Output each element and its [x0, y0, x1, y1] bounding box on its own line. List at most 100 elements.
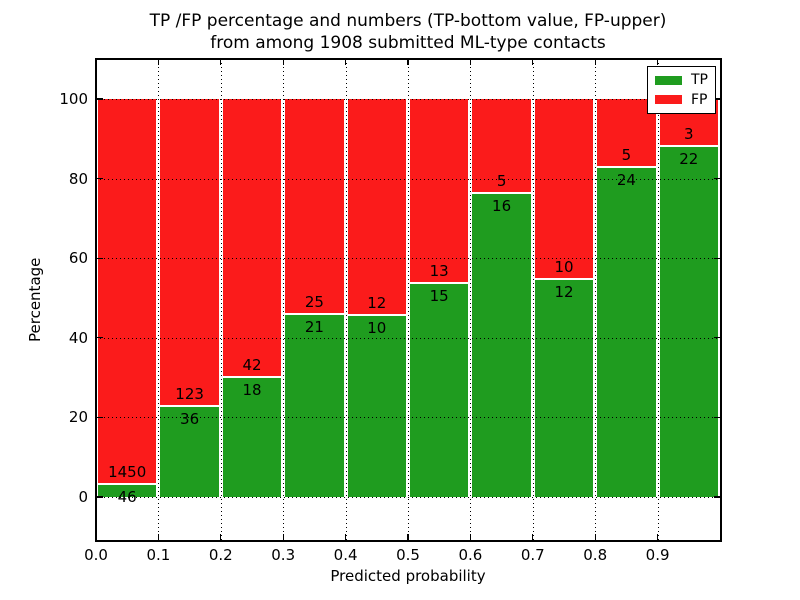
tp-count-label: 22 — [679, 149, 699, 168]
grid-vline — [158, 59, 160, 540]
x-tick-mark-bottom — [657, 534, 659, 540]
tp-count-label: 16 — [492, 196, 512, 215]
x-tick-label: 0.1 — [146, 546, 171, 564]
bar-fp-segment — [347, 99, 406, 315]
y-tick-label: 0 — [78, 488, 88, 506]
y-tick-mark-right — [714, 416, 720, 418]
bar-tp-segment — [534, 279, 594, 497]
x-tick-label: 0.3 — [271, 546, 296, 564]
fp-count-label: 5 — [621, 145, 632, 164]
bar-fp-segment — [160, 99, 219, 405]
bar-fp-segment — [410, 99, 469, 282]
grid-vline — [470, 59, 472, 540]
fp-count-label: 13 — [429, 261, 449, 280]
fp-count-label: 42 — [242, 355, 262, 374]
bar-fp-segment — [472, 99, 531, 192]
x-tick-mark-bottom — [220, 534, 222, 540]
y-tick-mark-right — [714, 257, 720, 259]
x-tick-mark-top — [657, 59, 659, 65]
x-tick-mark-top — [469, 59, 471, 65]
x-tick-label: 0.5 — [396, 546, 420, 564]
legend: TP FP — [647, 66, 716, 114]
bar-tp-segment — [98, 484, 157, 497]
tp-count-label: 46 — [117, 487, 137, 506]
bar-fp-segment — [98, 99, 157, 483]
x-tick-mark-top — [407, 59, 409, 65]
grid-vline — [220, 59, 222, 540]
bar-tp-segment — [285, 315, 344, 497]
bar-fp-segment — [534, 99, 594, 278]
x-tick-mark-bottom — [282, 534, 284, 540]
x-tick-mark-top — [345, 59, 347, 65]
x-tick-mark-top — [157, 59, 159, 65]
grid-vline — [283, 59, 285, 540]
x-tick-label: 0.4 — [333, 546, 358, 564]
y-tick-mark-right — [714, 178, 720, 180]
y-tick-label: 100 — [59, 90, 88, 108]
legend-label-tp: TP — [691, 72, 708, 89]
legend-label-fp: FP — [691, 91, 708, 108]
fp-color-swatch — [655, 95, 682, 105]
bar-tp-segment — [410, 283, 469, 497]
y-tick-mark-left — [97, 178, 103, 180]
fp-count-label: 10 — [554, 257, 574, 276]
y-tick-label: 80 — [68, 169, 88, 188]
y-tick-mark-left — [97, 98, 103, 100]
y-tick-mark-left — [97, 257, 103, 259]
y-tick-mark-left — [97, 416, 103, 418]
x-axis-label: Predicted probability — [330, 567, 486, 585]
bar-tp-segment — [597, 167, 656, 497]
x-tick-mark-bottom — [532, 534, 534, 540]
bar-tp-segment — [472, 193, 531, 497]
fp-count-label: 3 — [684, 124, 694, 143]
x-tick-label: 0.7 — [520, 546, 545, 564]
bar-tp-segment — [160, 406, 219, 497]
tp-count-label: 10 — [367, 319, 387, 338]
bar-fp-segment — [597, 99, 656, 166]
grid-vline — [657, 59, 659, 540]
bar-tp-segment — [659, 146, 718, 497]
x-tick-label: 0.9 — [645, 546, 670, 564]
tp-count-label: 18 — [242, 380, 262, 399]
bar-fp-segment — [222, 99, 282, 376]
y-tick-mark-right — [714, 337, 720, 339]
tp-count-label: 12 — [554, 282, 574, 301]
x-tick-mark-bottom — [345, 534, 347, 540]
tp-count-label: 15 — [429, 286, 449, 305]
grid-vline — [408, 59, 409, 540]
x-tick-mark-top — [594, 59, 596, 65]
x-tick-mark-top — [532, 59, 534, 65]
tp-color-swatch — [655, 75, 682, 85]
legend-entry-fp: FP — [648, 92, 715, 108]
x-tick-mark-top — [282, 59, 284, 65]
tp-count-label: 21 — [304, 318, 324, 337]
fp-count-label: 12 — [367, 294, 387, 313]
grid-vline — [595, 59, 597, 540]
x-tick-label: 0.6 — [458, 546, 483, 564]
legend-entry-tp: TP — [648, 72, 715, 88]
fp-count-label: 25 — [304, 293, 324, 312]
x-tick-label: 0.8 — [583, 546, 608, 564]
x-tick-mark-bottom — [157, 534, 159, 540]
x-tick-mark-top — [220, 59, 222, 65]
x-tick-mark-bottom — [594, 534, 596, 540]
fp-count-label: 1450 — [108, 462, 147, 481]
x-tick-mark-bottom — [469, 534, 471, 540]
chart-title: TP /FP percentage and numbers (TP-bottom… — [96, 10, 720, 54]
x-tick-mark-bottom — [407, 534, 409, 540]
bar-fp-segment — [285, 99, 344, 314]
y-tick-label: 40 — [68, 328, 88, 347]
chart-title-line2: from among 1908 submitted ML-type contac… — [210, 33, 606, 53]
tp-count-label: 36 — [180, 409, 200, 428]
fp-count-label: 5 — [496, 171, 507, 190]
y-tick-label: 20 — [68, 408, 88, 427]
grid-vline — [532, 59, 534, 540]
bar-tp-segment — [347, 316, 406, 497]
y-tick-mark-left — [97, 496, 103, 498]
tp-count-label: 24 — [616, 170, 636, 189]
